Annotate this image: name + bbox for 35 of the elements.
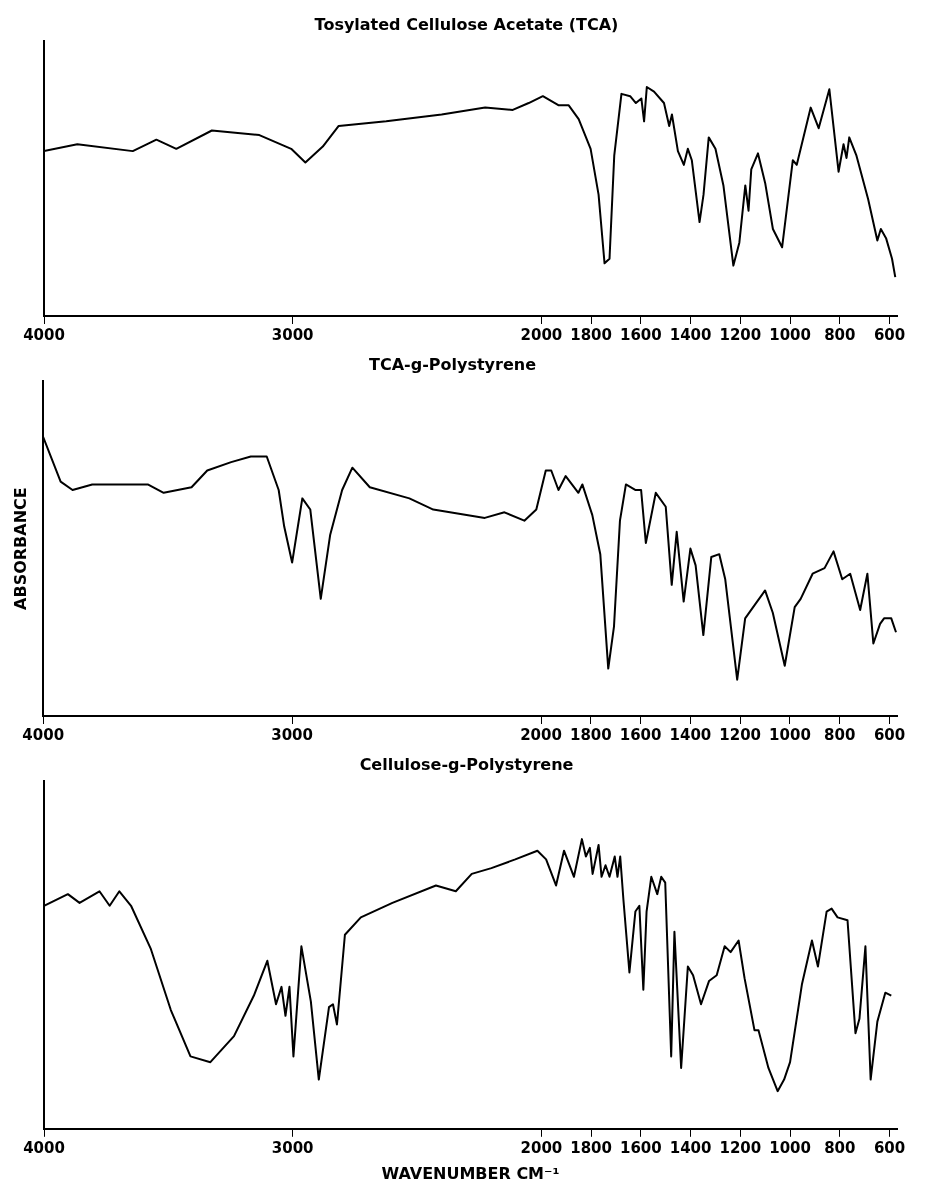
x-tick-label: 1400 (669, 725, 712, 744)
x-tick-label: 4000 (23, 325, 65, 344)
x-tick-label: 1000 (769, 725, 811, 744)
x-tick-label: 4000 (23, 1138, 65, 1157)
x-tick-label: 4000 (22, 725, 65, 744)
x-tick-label: 1000 (769, 1138, 811, 1157)
x-tick-label: 800 (824, 1138, 856, 1157)
x-tick-label: 800 (824, 725, 856, 744)
x-tick-label: 800 (824, 325, 856, 344)
x-tick-label: 1800 (569, 725, 612, 744)
x-tick-label: 1200 (719, 325, 762, 344)
x-tick-label: 1600 (619, 725, 662, 744)
x-tick-label: 1600 (619, 325, 662, 344)
x-tick-label: 3000 (271, 725, 313, 744)
x-tick-label: 2000 (520, 1138, 563, 1157)
x-tick-label: 1400 (669, 325, 712, 344)
x-tick-label: 3000 (271, 1138, 314, 1157)
x-tick-label: 1000 (769, 325, 811, 344)
x-tick-label: 1200 (719, 1138, 762, 1157)
x-tick-label: 600 (873, 325, 906, 344)
x-tick-label: 1200 (719, 725, 762, 744)
x-tick-label: 3000 (271, 325, 314, 344)
chart-title: Tosylated Cellulose Acetate (TCA) (314, 14, 619, 34)
x-tick-label: 2000 (520, 325, 563, 344)
x-tick-label: 1400 (669, 1138, 712, 1157)
x-tick-label: 1800 (570, 1138, 612, 1157)
x-tick-label: 600 (873, 1138, 906, 1157)
y-axis-title: ABSORBANCE (10, 487, 30, 610)
chart-title: TCA-g-Polystyrene (369, 354, 537, 374)
x-tick-label: 1600 (619, 1138, 662, 1157)
x-tick-label: 1800 (570, 325, 612, 344)
x-tick-label: 2000 (520, 725, 562, 744)
chart-title: Cellulose-g-Polystyrene (359, 754, 574, 774)
x-axis-title: WAVENUMBER CM⁻¹ (381, 1163, 560, 1183)
x-tick-label: 600 (873, 725, 906, 744)
